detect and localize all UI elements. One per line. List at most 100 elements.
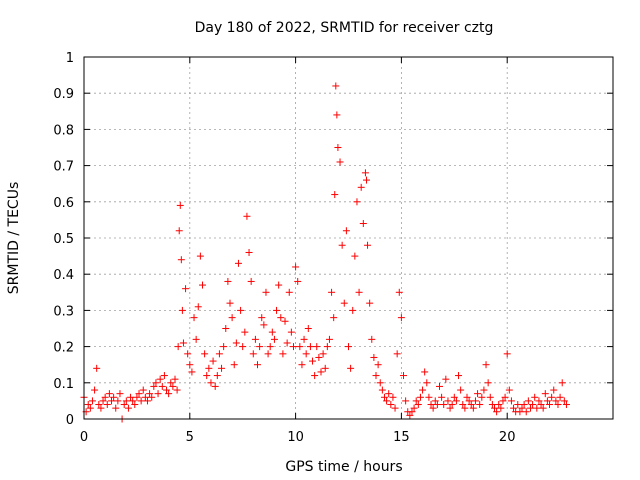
data-point (486, 393, 494, 401)
data-point (467, 401, 475, 409)
data-point (88, 397, 96, 405)
data-point (222, 325, 230, 332)
data-point (560, 397, 568, 405)
data-point (495, 401, 503, 409)
chart-title: Day 180 of 2022, SRMTID for receiver czt… (195, 20, 494, 36)
data-point (429, 404, 437, 412)
data-point (86, 404, 94, 412)
data-point (446, 404, 454, 412)
data-point (442, 375, 450, 383)
data-point (251, 335, 259, 343)
data-point (311, 372, 319, 380)
data-point (556, 393, 564, 401)
data-point (302, 350, 310, 358)
y-tick-label: 1 (66, 51, 74, 66)
data-point (450, 393, 458, 401)
data-point (535, 397, 543, 405)
data-point (537, 401, 545, 409)
data-point (353, 198, 361, 206)
data-point (232, 339, 240, 347)
data-point (541, 390, 549, 398)
data-point (201, 350, 209, 358)
data-point (355, 288, 363, 296)
data-point (524, 397, 532, 405)
data-point (178, 306, 186, 314)
data-point (224, 277, 232, 285)
data-point (260, 321, 268, 329)
y-tick-label: 0.9 (53, 87, 74, 102)
data-point (427, 401, 435, 409)
data-point (554, 401, 562, 409)
y-tick-label: 0.8 (53, 123, 74, 138)
data-point (129, 397, 137, 405)
data-point (182, 285, 190, 293)
data-point (321, 364, 329, 372)
data-point (279, 350, 287, 358)
data-point (345, 343, 352, 351)
data-point (491, 404, 499, 412)
data-point (478, 393, 486, 401)
data-point (378, 386, 386, 394)
data-point (165, 390, 173, 398)
data-point (330, 314, 338, 322)
data-point (213, 372, 221, 380)
data-points (80, 82, 570, 423)
data-point (383, 397, 391, 405)
data-point (368, 335, 376, 343)
data-point (146, 390, 154, 398)
y-tick-label: 0.2 (53, 341, 74, 356)
y-tick-label: 0.6 (53, 196, 74, 211)
data-point (154, 390, 162, 398)
y-tick-label: 0.1 (53, 377, 74, 392)
data-point (497, 404, 505, 412)
data-point (304, 325, 312, 332)
data-point (112, 404, 120, 412)
data-point (482, 361, 490, 369)
data-point (124, 404, 132, 412)
data-point (357, 183, 365, 191)
data-point (334, 144, 342, 151)
data-point (174, 343, 182, 351)
data-point (152, 379, 160, 387)
data-point (531, 393, 539, 401)
data-point (292, 263, 300, 271)
data-point (194, 303, 202, 311)
data-point (108, 397, 116, 405)
data-point (317, 368, 325, 376)
data-point (281, 317, 289, 325)
data-point (211, 382, 219, 390)
x-axis-label: GPS time / hours (285, 459, 402, 475)
data-point (410, 404, 418, 412)
data-point (289, 343, 297, 351)
data-point (169, 382, 177, 390)
data-point (465, 397, 473, 405)
data-point (186, 361, 194, 369)
data-point (503, 350, 511, 358)
data-point (110, 393, 118, 401)
data-point (139, 386, 147, 394)
data-point (262, 288, 270, 296)
x-tick-label: 15 (393, 430, 410, 445)
data-point (393, 350, 401, 358)
data-point (328, 288, 336, 296)
data-point (435, 382, 443, 390)
data-point (518, 404, 526, 412)
y-tick-label: 0.4 (53, 268, 74, 283)
data-point (421, 368, 429, 376)
data-point (300, 335, 308, 343)
data-point (209, 357, 217, 365)
data-point (179, 339, 187, 347)
data-point (309, 357, 317, 365)
data-point (529, 401, 537, 409)
data-point (546, 401, 554, 409)
data-point (533, 404, 541, 412)
data-point (338, 241, 346, 249)
x-tick-label: 0 (80, 430, 88, 445)
data-point (359, 220, 367, 228)
data-point (173, 386, 181, 394)
data-point (333, 111, 341, 119)
data-point (296, 343, 304, 351)
y-tick-label: 0.7 (53, 160, 74, 175)
data-point (364, 241, 372, 249)
